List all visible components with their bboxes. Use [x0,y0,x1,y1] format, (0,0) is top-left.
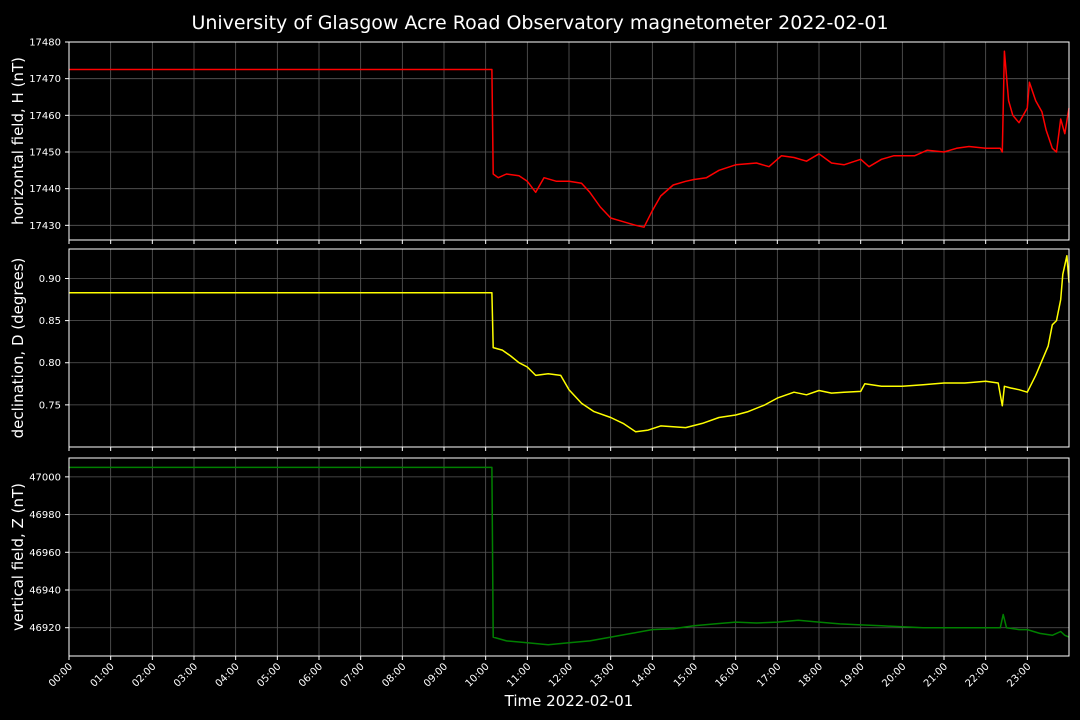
y-axis-label: vertical field, Z (nT) [9,483,27,631]
y-tick-label: 17430 [29,221,61,232]
y-tick-label: 0.75 [39,400,61,411]
series-line-d-panel [69,254,1070,433]
y-tick-label: 46920 [29,623,61,634]
series-line-h-panel [69,50,1070,228]
chart-title: University of Glasgow Acre Road Observat… [191,12,888,34]
y-tick-label: 0.90 [39,274,61,285]
y-tick-label: 47000 [29,472,61,483]
y-tick-label: 17450 [29,148,61,159]
y-tick-label: 17470 [29,74,61,85]
y-tick-label: 46980 [29,510,61,521]
y-axis-label: declination, D (degrees) [9,258,27,439]
panels: 17430 17440 17450 17460 17470 17480horizontal… [9,38,1070,660]
y-tick-label: 46940 [29,586,61,597]
y-tick-label: 0.80 [39,358,61,369]
y-tick-label: 17440 [29,184,61,195]
y-tick-label: 17460 [29,111,61,122]
h-panel: 17430 17440 17450 17460 17470 17480horizontal… [9,38,1070,244]
y-tick-label: 0.85 [39,316,61,327]
d-panel: 0.75 0.80 0.85 0.90 declination, D (degrees) [9,248,1070,451]
y-axis-label: horizontal field, H (nT) [9,57,27,225]
series-line-z-panel [69,466,1070,646]
y-tick-label: 17480 [29,38,61,49]
x-axis-label: Time 2022-02-01 [504,692,634,710]
y-tick-label: 46960 [29,548,61,559]
